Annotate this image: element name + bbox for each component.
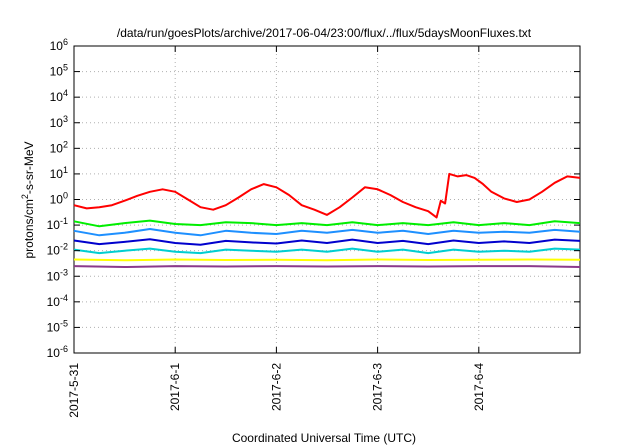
y-tick-label: 10-5 [47, 318, 68, 334]
y-axis-title-pre: protons/cm [22, 199, 36, 258]
y-tick-label: 103 [50, 114, 68, 130]
y-tick-exponent: -6 [60, 344, 68, 354]
y-tick-exponent: -3 [60, 267, 68, 277]
y-axis-title-sup: 2 [20, 194, 30, 199]
series-line-2 [73, 219, 581, 228]
chart-title: /data/run/goesPlots/archive/2017-06-04/2… [117, 26, 532, 40]
y-tick-label: 104 [50, 88, 68, 104]
y-tick-exponent: -5 [60, 318, 68, 328]
x-tick-label: 2017-5-31 [67, 363, 81, 418]
y-axis-ticks: 10-610-510-410-310-210-11001011021031041… [47, 37, 580, 360]
y-tick-exponent: 6 [63, 37, 68, 47]
y-tick-label: 100 [50, 191, 68, 207]
series-line-3 [73, 228, 581, 237]
y-tick-base: 10 [50, 65, 64, 79]
grid-lines [74, 46, 580, 353]
y-tick-base: 10 [47, 320, 61, 334]
y-tick-base: 10 [50, 39, 64, 53]
y-tick-base: 10 [50, 116, 64, 130]
y-tick-label: 10-3 [47, 267, 68, 283]
y-tick-label: 10-4 [47, 293, 68, 309]
y-tick-exponent: -4 [60, 293, 68, 303]
y-tick-label: 105 [50, 63, 68, 79]
y-tick-exponent: -2 [60, 242, 68, 252]
y-tick-base: 10 [47, 295, 61, 309]
series-line-1 [73, 172, 581, 219]
x-axis-ticks: 2017-5-31 2017-6-1 2017-6-2 2017-6-3 2017-6-… [67, 46, 486, 418]
series-line-6 [73, 258, 581, 262]
y-tick-label: 10-6 [47, 344, 68, 360]
y-tick-exponent: 0 [63, 191, 68, 201]
y-axis-title: protons/cm2-s-sr-MeV [20, 141, 36, 258]
y-tick-base: 10 [47, 218, 61, 232]
x-tick-label: 2017-6-1 [168, 363, 182, 411]
y-tick-exponent: 5 [63, 63, 68, 73]
y-tick-label: 10-1 [47, 216, 68, 232]
y-tick-exponent: 4 [63, 88, 68, 98]
y-tick-base: 10 [50, 141, 64, 155]
x-axis-title: Coordinated Universal Time (UTC) [232, 431, 416, 445]
y-tick-base: 10 [50, 90, 64, 104]
y-tick-exponent: -1 [60, 216, 68, 226]
y-tick-base: 10 [47, 269, 61, 283]
y-axis-title-post: -s-sr-MeV [22, 141, 36, 194]
y-tick-base: 10 [50, 193, 64, 207]
y-tick-exponent: 3 [63, 114, 68, 124]
x-tick-label: 2017-6-3 [371, 363, 385, 411]
y-tick-base: 10 [47, 244, 61, 258]
y-tick-base: 10 [50, 167, 64, 181]
y-tick-label: 106 [50, 37, 68, 53]
series-layer [73, 172, 581, 268]
x-tick-label: 2017-6-4 [472, 363, 486, 411]
series-line-7 [73, 265, 581, 268]
y-tick-label: 102 [50, 139, 68, 155]
y-tick-base: 10 [47, 346, 61, 360]
y-tick-exponent: 2 [63, 139, 68, 149]
series-line-5 [73, 247, 581, 255]
x-tick-label: 2017-6-2 [269, 363, 283, 411]
series-line-4 [73, 238, 581, 246]
y-tick-label: 101 [50, 165, 68, 181]
y-tick-exponent: 1 [63, 165, 68, 175]
y-tick-label: 10-2 [47, 242, 68, 258]
